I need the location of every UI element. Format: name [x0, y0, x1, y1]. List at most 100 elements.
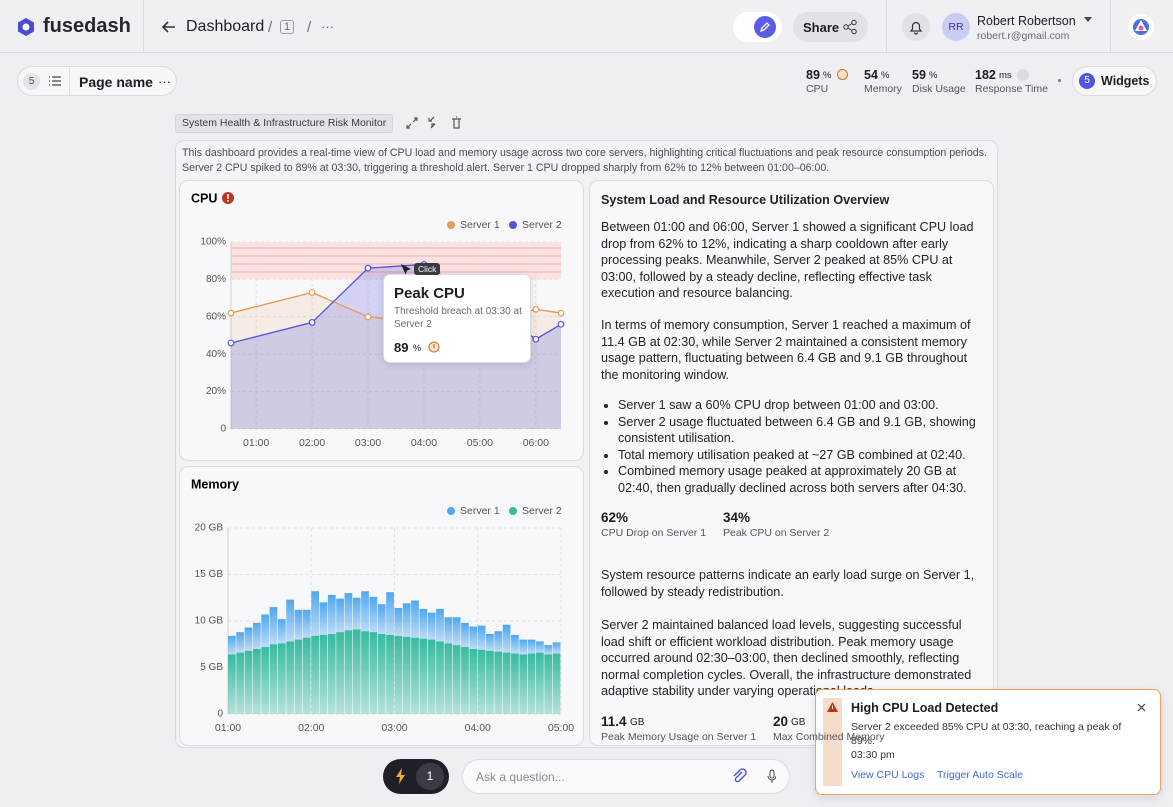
toast-close[interactable] — [1137, 703, 1146, 712]
widgets-label: Widgets — [1101, 74, 1150, 88]
point — [227, 309, 235, 317]
x-tick-label: 05:00 — [467, 437, 493, 449]
chart-title: CPU — [191, 191, 217, 205]
bar — [544, 645, 553, 655]
alert-mark — [227, 200, 229, 202]
bar — [319, 634, 328, 714]
bar — [536, 652, 544, 714]
legend-swatch — [509, 507, 517, 515]
alert-mark — [227, 194, 229, 199]
toast-title: High CPU Load Detected — [851, 701, 999, 715]
x-tick-label: 01:00 — [215, 722, 241, 734]
toast-action[interactable]: Trigger Auto Scale — [937, 769, 1023, 781]
bar — [294, 609, 303, 640]
page-name[interactable]: Page name — [79, 74, 153, 90]
dashboard-description: This dashboard provides a real-time view… — [182, 147, 987, 174]
metric-unit: % — [823, 70, 832, 81]
avatar[interactable]: RR — [942, 13, 970, 41]
app-logo[interactable] — [1127, 13, 1155, 41]
bar — [252, 648, 261, 714]
bar — [461, 622, 469, 648]
metric-value: 54 — [864, 68, 878, 82]
point — [557, 309, 565, 317]
stat-value: 11.4 — [601, 714, 627, 729]
input-actions[interactable] — [732, 768, 776, 784]
bar — [327, 634, 336, 714]
toast-action[interactable]: View CPU Logs — [851, 769, 925, 781]
bar — [469, 626, 478, 649]
click-hint: Click — [414, 263, 441, 275]
summary-card — [589, 180, 994, 746]
notifications-button[interactable] — [902, 13, 930, 41]
list-icon[interactable] — [48, 74, 62, 88]
page-badge[interactable]: 1 — [280, 20, 295, 34]
x-tick-label: 04:00 — [465, 722, 491, 734]
breadcrumb[interactable]: Dashboard — [186, 18, 265, 35]
bar — [519, 639, 528, 655]
x-tick-label: 01:00 — [243, 437, 269, 449]
bar — [527, 653, 536, 714]
dashboard-title: System Health & Infrastructure Risk Moni… — [175, 114, 394, 133]
bar — [402, 636, 411, 714]
bar — [236, 652, 245, 714]
bar — [411, 637, 419, 714]
y-tick-label: 20% — [206, 386, 226, 397]
toast-message: Server 2 exceeded 85% CPU at 03:30, reac… — [851, 721, 1122, 747]
cursor — [401, 264, 411, 275]
bar — [427, 639, 436, 714]
y-tick-label: 0 — [220, 424, 226, 435]
bar — [502, 652, 511, 714]
bolt-icon — [396, 768, 405, 784]
bar — [469, 648, 478, 714]
legend-label: Server 2 — [522, 505, 562, 517]
bar — [527, 639, 536, 654]
bar — [377, 634, 386, 714]
bar — [369, 632, 378, 714]
point — [364, 313, 372, 321]
bar — [519, 654, 528, 714]
warning-icon — [827, 702, 838, 712]
page-selector[interactable] — [17, 66, 177, 96]
metric-label: Response Time — [975, 83, 1048, 95]
bar — [269, 644, 278, 714]
more-button[interactable]: ··· — [321, 19, 334, 34]
metric-ok — [1017, 69, 1029, 81]
page-more[interactable]: ··· — [158, 74, 171, 89]
metric-unit: % — [929, 70, 938, 81]
tooltip-text: Threshold breach at 03:30 at Server 2 — [394, 306, 522, 330]
share-icon — [843, 19, 857, 35]
bar — [444, 617, 453, 644]
bar — [261, 647, 270, 714]
dot — [1058, 79, 1061, 82]
bar — [336, 632, 344, 714]
widgets-button[interactable] — [1072, 66, 1157, 96]
x-tick-label: 04:00 — [411, 437, 437, 449]
back-button[interactable] — [161, 19, 177, 35]
toast-stripe — [823, 698, 842, 786]
metric-unit: % — [881, 70, 890, 81]
bar — [511, 634, 519, 654]
point — [308, 319, 316, 326]
bar — [427, 612, 436, 640]
x-tick-label: 06:00 — [523, 437, 549, 449]
bar — [477, 625, 486, 650]
user-menu-caret[interactable] — [1083, 16, 1093, 24]
bar — [244, 627, 253, 651]
logo-icon — [18, 18, 34, 36]
share-button[interactable] — [793, 12, 868, 42]
memory-chart: Memory 0 5 GB 10 GB 15 GB 20 GB 01:00 02:00 03:… — [191, 477, 574, 734]
stat-unit: GB — [791, 717, 806, 728]
title-actions — [406, 116, 461, 129]
tooltip-unit: % — [413, 343, 422, 353]
bar — [452, 617, 461, 646]
question-input[interactable] — [462, 759, 790, 794]
header — [0, 0, 1173, 53]
metric-value: 182 — [975, 68, 996, 82]
y-tick-label: 40% — [206, 349, 226, 360]
bar — [411, 600, 419, 638]
assistant-count: 1 — [416, 763, 444, 790]
bar — [269, 607, 278, 645]
stat-label: Peak Memory Usage on Server 1 — [601, 731, 757, 743]
stat-label: CPU Drop on Server 1 — [601, 527, 707, 539]
bar — [286, 641, 294, 714]
